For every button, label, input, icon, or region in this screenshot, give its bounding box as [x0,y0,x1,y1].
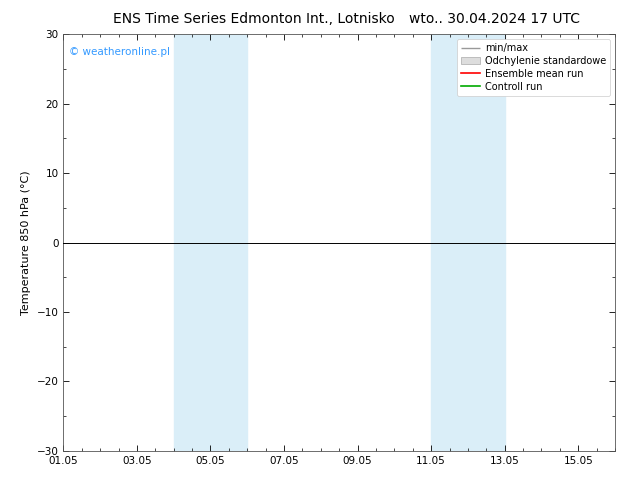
Bar [431,34,505,451]
Bar [174,34,247,451]
Text: ENS Time Series Edmonton Int., Lotnisko: ENS Time Series Edmonton Int., Lotnisko [113,12,394,26]
Text: © weatheronline.pl: © weatheronline.pl [69,47,170,57]
Legend: min/max, Odchylenie standardowe, Ensemble mean run, Controll run: min/max, Odchylenie standardowe, Ensembl… [456,39,610,96]
Y-axis label: Temperature 850 hPa (°C): Temperature 850 hPa (°C) [21,170,31,315]
Text: wto.. 30.04.2024 17 UTC: wto.. 30.04.2024 17 UTC [409,12,580,26]
